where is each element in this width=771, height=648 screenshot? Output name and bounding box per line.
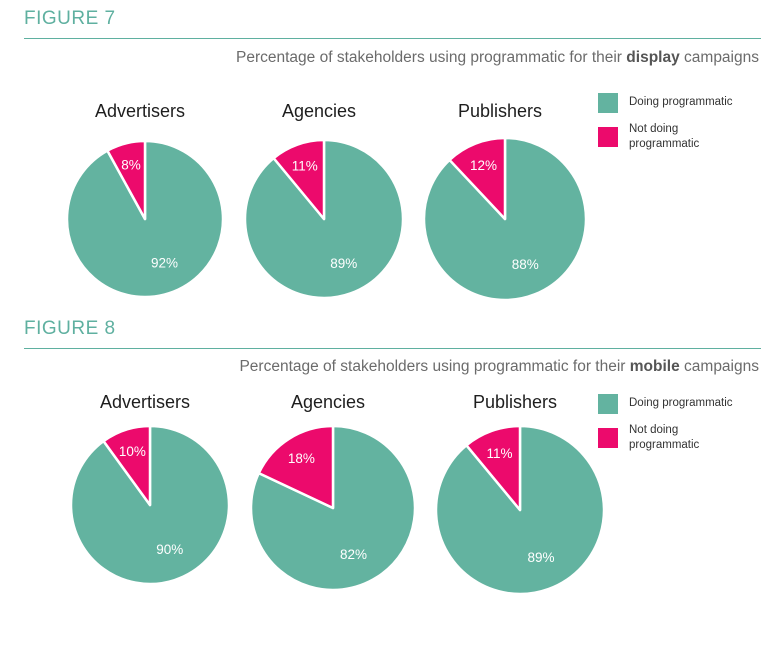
legend-label-doing: Doing programmatic (629, 96, 733, 108)
data-label-not-doing: 11% (486, 446, 512, 461)
figure-divider (24, 348, 761, 349)
pie-slice-not-doing (465, 424, 522, 512)
figure-7: FIGURE 7 Percentage of stakeholders usin… (0, 8, 771, 308)
pie-title: Publishers (473, 392, 557, 412)
legend-swatch-not-doing (598, 428, 618, 448)
pie-slice-not-doing (257, 424, 335, 510)
pie-slice-not-doing (102, 424, 152, 507)
legend-swatch-doing (598, 93, 618, 113)
figure-divider (24, 38, 761, 39)
data-label-doing: 89% (527, 550, 554, 565)
legend-label-doing: Doing programmatic (629, 397, 733, 409)
pie-slice-not-doing (272, 138, 326, 221)
data-label-doing: 90% (156, 542, 183, 557)
pie-title: Agencies (282, 101, 356, 121)
figure-label: FIGURE 8 (24, 318, 116, 339)
figure-label: FIGURE 7 (24, 8, 116, 29)
data-label-doing: 92% (151, 255, 178, 270)
pie-slice-not-doing (448, 136, 507, 221)
legend-label-not-doing: Not doing programmatic (629, 123, 700, 150)
pie-charts-mobile: Advertisers 10% 90% Agencies 18% 82% Publisher… (69, 392, 733, 596)
data-label-doing: 88% (512, 257, 539, 272)
subtitle-bold: display (626, 49, 680, 66)
data-label-doing: 89% (330, 256, 357, 271)
subtitle-text: Percentage of stakeholders using program… (239, 358, 626, 375)
pie-title: Advertisers (100, 392, 190, 412)
pie-title: Publishers (458, 101, 542, 121)
figure-8: FIGURE 8 Percentage of stakeholders usin… (0, 318, 771, 618)
figure-subtitle: Percentage of stakeholders using program… (236, 49, 759, 67)
data-label-not-doing: 18% (288, 451, 315, 466)
subtitle-suffix: campaigns (684, 358, 759, 375)
data-label-not-doing: 10% (119, 444, 146, 459)
legend-label-not-doing: Not doing programmatic (629, 424, 700, 451)
data-label-doing: 82% (340, 547, 367, 562)
legend-swatch-not-doing (598, 127, 618, 147)
figure-subtitle: Percentage of stakeholders using program… (239, 358, 759, 376)
subtitle-bold: mobile (629, 358, 680, 375)
pie-title: Advertisers (95, 101, 185, 121)
pie-slice-not-doing (106, 139, 147, 221)
pie-charts-display: Advertisers 8% 92% Agencies 11% 89% Publishers… (65, 93, 733, 302)
pie-title: Agencies (291, 392, 365, 412)
legend-swatch-doing (598, 394, 618, 414)
data-label-not-doing: 12% (470, 158, 497, 173)
data-label-not-doing: 8% (121, 158, 141, 173)
subtitle-suffix: campaigns (684, 49, 759, 66)
subtitle-text: Percentage of stakeholders using program… (236, 49, 622, 66)
data-label-not-doing: 11% (292, 158, 318, 173)
